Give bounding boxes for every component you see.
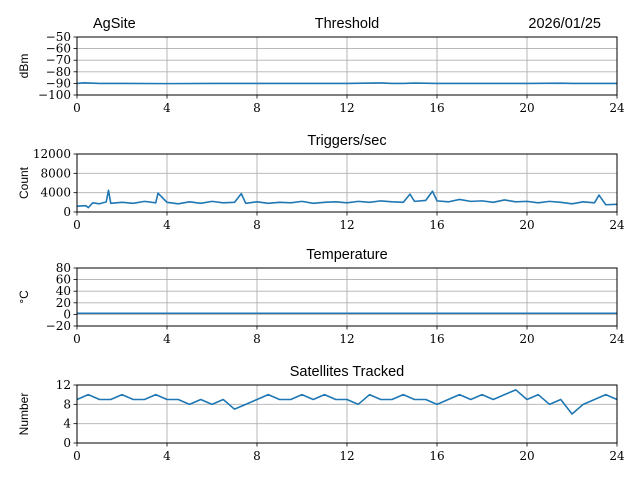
triggers-sec-y-tick-label: 8000	[40, 166, 71, 180]
temperature-title: Temperature	[306, 247, 387, 263]
satellites-tracked-y-tick-label: 4	[63, 417, 71, 431]
site-name: AgSite	[93, 16, 136, 32]
threshold-x-tick-label: 12	[339, 101, 354, 115]
satellites-tracked-y-axis-label: Number	[17, 393, 31, 436]
temperature-y-tick-label: 80	[56, 261, 71, 275]
temperature-x-tick-label: 12	[339, 332, 354, 346]
threshold-x-tick-label: 24	[609, 101, 625, 115]
threshold-y-tick-label: −60	[46, 42, 71, 56]
threshold-series-line	[76, 82, 617, 85]
threshold-x-tick-label: 20	[519, 101, 534, 115]
satellites-tracked-x-tick-label: 12	[339, 449, 354, 463]
temperature-x-tick-label: 16	[429, 332, 444, 346]
triggers-sec-x-tick-label: 8	[253, 218, 261, 232]
temperature-y-tick-label: 20	[56, 296, 71, 310]
threshold-x-tick-label: 4	[163, 101, 171, 115]
triggers-sec-x-tick-label: 12	[339, 218, 354, 232]
temperature-x-tick-label: 0	[73, 332, 81, 346]
satellites-tracked-x-tick-label: 20	[519, 449, 534, 463]
temperature-y-axis-label: °C	[17, 290, 31, 304]
satellites-tracked-chart: 0 4 8 12 16 20 24 0 4 8 12 Satellites Tracked Number	[17, 364, 625, 463]
triggers-sec-series-line	[76, 189, 618, 209]
temperature-x-tick-label: 8	[253, 332, 261, 346]
triggers-sec-chart: 0 4 8 12 16 20 24 0 4000 8000 12000 Triggers/sec Cou…	[17, 133, 625, 232]
threshold-title: Threshold	[315, 16, 379, 32]
threshold-chart: 0 4 8 12 16 20 24 −100−90−80−70−60−50 Threshold d…	[17, 16, 625, 115]
satellites-tracked-x-tick-label: 8	[253, 449, 261, 463]
satellites-tracked-y-tick-label: 12	[56, 378, 71, 392]
threshold-y-axis-label: dBm	[17, 54, 31, 79]
threshold-y-tick-label: −50	[46, 30, 71, 44]
satellites-tracked-series-line	[76, 389, 618, 415]
threshold-x-tick-label: 8	[253, 101, 261, 115]
satellites-tracked-x-tick-label: 0	[73, 449, 81, 463]
satellites-tracked-y-tick-label: 8	[63, 397, 71, 411]
threshold-y-tick-label: −80	[46, 65, 71, 79]
threshold-y-tick-label: −100	[38, 88, 71, 102]
triggers-sec-y-axis-label: Count	[17, 166, 31, 199]
temperature-x-tick-label: 24	[609, 332, 625, 346]
temperature-y-tick-label: −20	[46, 319, 71, 333]
triggers-sec-y-tick-label: 4000	[40, 186, 71, 200]
threshold-x-tick-label: 0	[73, 101, 81, 115]
triggers-sec-y-tick-label: 12000	[33, 147, 71, 161]
triggers-sec-x-tick-label: 16	[429, 218, 444, 232]
triggers-sec-x-tick-label: 24	[609, 218, 625, 232]
temperature-y-tick-label: 40	[56, 284, 71, 298]
satellites-tracked-y-tick-label: 0	[63, 436, 71, 450]
satellites-tracked-x-tick-label: 16	[429, 449, 444, 463]
satellites-tracked-title: Satellites Tracked	[290, 364, 404, 380]
threshold-y-tick-label: −90	[46, 76, 71, 90]
threshold-x-tick-label: 16	[429, 101, 444, 115]
chart-panels: 0 4 8 12 16 20 24 −100−90−80−70−60−50 Threshold d…	[17, 16, 625, 463]
temperature-x-tick-label: 4	[163, 332, 171, 346]
satellites-tracked-x-tick-label: 4	[163, 449, 171, 463]
triggers-sec-x-tick-label: 20	[519, 218, 534, 232]
temperature-x-tick-label: 20	[519, 332, 534, 346]
satellites-tracked-x-tick-label: 24	[609, 449, 625, 463]
triggers-sec-x-tick-label: 4	[163, 218, 171, 232]
date-label: 2026/01/25	[528, 16, 601, 32]
threshold-y-tick-label: −70	[46, 53, 71, 67]
temperature-y-tick-label: 0	[63, 307, 71, 321]
temperature-y-tick-label: 60	[56, 273, 71, 287]
triggers-sec-title: Triggers/sec	[307, 133, 386, 149]
triggers-sec-y-tick-label: 0	[63, 205, 71, 219]
triggers-sec-x-tick-label: 0	[73, 218, 81, 232]
